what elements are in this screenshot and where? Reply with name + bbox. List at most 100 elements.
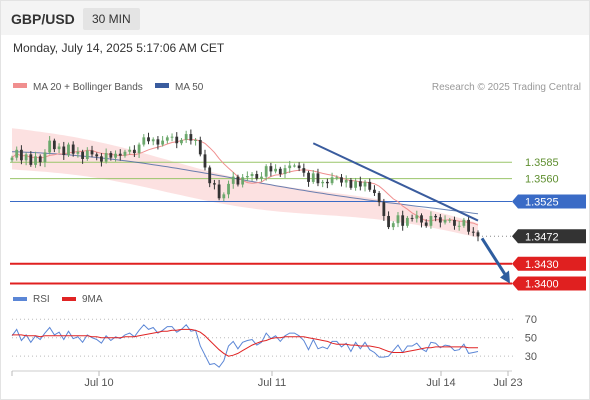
candle-body (438, 217, 442, 223)
candle-body (52, 140, 56, 150)
candle-body (161, 140, 165, 145)
candle-body (401, 215, 405, 226)
candle-body (424, 222, 428, 226)
candle-body (462, 219, 466, 226)
candle-body (194, 139, 197, 141)
candle-body (48, 140, 52, 153)
pivot-label-box (512, 194, 586, 209)
candle-body (429, 215, 433, 226)
candle-body (245, 176, 249, 178)
support-label-text: 1.3430 (525, 259, 559, 271)
candle-body (307, 172, 310, 182)
rsi-legend: RSI 9MA (13, 294, 103, 305)
candle-body (213, 183, 216, 185)
header-bar: GBP/USD 30 MIN (1, 1, 589, 35)
ma50-legend-label: MA 50 (175, 82, 204, 93)
candle-body (95, 154, 99, 157)
candle-body (114, 153, 117, 158)
trendline (312, 142, 479, 222)
candle-body (311, 173, 315, 182)
candle-body (118, 153, 122, 156)
rsi-legend-label: RSI (33, 294, 50, 305)
candle-body (415, 215, 419, 219)
candle-body (189, 134, 193, 141)
candle-body (316, 173, 320, 184)
candle-body (448, 219, 452, 221)
candle-body (170, 136, 174, 138)
candle-body (278, 168, 282, 175)
x-tick-label: Jul 23 (493, 377, 522, 389)
candle-body (363, 181, 367, 187)
candle-body (151, 139, 155, 142)
candle-body (165, 137, 169, 141)
last-label-text: 1.3472 (525, 231, 559, 243)
candle-body (377, 193, 381, 203)
candle-body (156, 139, 160, 145)
rsi-line (11, 324, 479, 368)
candle-body (231, 176, 235, 184)
moving-averages (11, 138, 479, 226)
support-label-box (512, 256, 586, 271)
candle-body (203, 154, 207, 168)
candle-body (405, 217, 409, 226)
candle-body (288, 165, 292, 169)
candle-body (241, 177, 245, 185)
rsi-legend-swatch (13, 297, 27, 301)
timeframe-badge[interactable]: 30 MIN (83, 8, 140, 30)
candle-body (43, 152, 47, 163)
candle-body (29, 154, 33, 165)
candle-body (198, 139, 202, 155)
rsi-ma-legend-swatch (62, 297, 76, 301)
candle-body (358, 181, 362, 187)
rsi-grid: 70 50 30 (12, 314, 537, 363)
candle-body (368, 181, 372, 190)
candle-body (340, 177, 343, 183)
candle-body (128, 149, 132, 152)
x-tick-label: Jul 14 (426, 377, 455, 389)
ma50-legend-swatch (155, 83, 169, 88)
bollinger-bands (12, 128, 478, 238)
candle-body (180, 139, 183, 144)
candle-body (175, 136, 179, 144)
candle-body (217, 184, 221, 199)
candle-body (38, 156, 42, 163)
candle-body (142, 137, 146, 145)
candle-body (453, 219, 456, 226)
rsi-tick-label: 70 (525, 314, 537, 326)
datetime-label: Monday, July 14, 2025 5:17:06 AM CET (13, 41, 225, 55)
candle-body (283, 168, 287, 175)
candle-body (396, 215, 400, 224)
credit-label: Research © 2025 Trading Central (432, 82, 581, 93)
candle-body (467, 219, 470, 232)
candle-body (410, 217, 414, 219)
candle-body (335, 177, 339, 179)
candle-body (123, 151, 127, 156)
pivot-label-text: 1.3525 (525, 197, 559, 209)
symbol-title: GBP/USD (11, 11, 75, 27)
rsi-tick-label: 30 (525, 351, 537, 363)
candle-body (297, 165, 301, 169)
x-tick-label: Jul 10 (84, 377, 113, 389)
candle-body (302, 168, 306, 173)
candle-body (227, 183, 230, 195)
candles (10, 129, 480, 242)
candle-body (132, 149, 136, 154)
candle-body (34, 156, 37, 165)
candle-body (471, 231, 475, 233)
candle-body (236, 176, 240, 185)
candle-body (260, 176, 263, 179)
candle-body (109, 153, 113, 158)
candle-body (137, 144, 141, 154)
candle-body (15, 149, 19, 158)
candle-body (81, 151, 85, 159)
candle-body (20, 149, 23, 161)
support-label-box (512, 276, 586, 291)
candle-body (373, 189, 376, 194)
bollinger-legend-label: MA 20 + Bollinger Bands (33, 82, 143, 93)
candle-body (10, 157, 14, 161)
candle-body (250, 174, 254, 176)
rsi-ma-legend-label: 9MA (82, 294, 103, 305)
candle-body (264, 166, 268, 177)
candle-body (76, 151, 80, 154)
candle-body (57, 146, 61, 150)
